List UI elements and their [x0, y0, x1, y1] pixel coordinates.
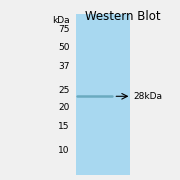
- Text: Western Blot: Western Blot: [86, 10, 161, 23]
- Bar: [76, 14, 130, 175]
- Text: 15: 15: [58, 122, 69, 131]
- Text: 28kDa: 28kDa: [133, 92, 162, 101]
- Text: kDa: kDa: [52, 16, 69, 25]
- Text: 50: 50: [58, 43, 69, 52]
- Text: 10: 10: [58, 146, 69, 155]
- Text: 75: 75: [58, 25, 69, 34]
- Text: 25: 25: [58, 86, 69, 94]
- Text: 37: 37: [58, 62, 69, 71]
- Text: 20: 20: [58, 103, 69, 112]
